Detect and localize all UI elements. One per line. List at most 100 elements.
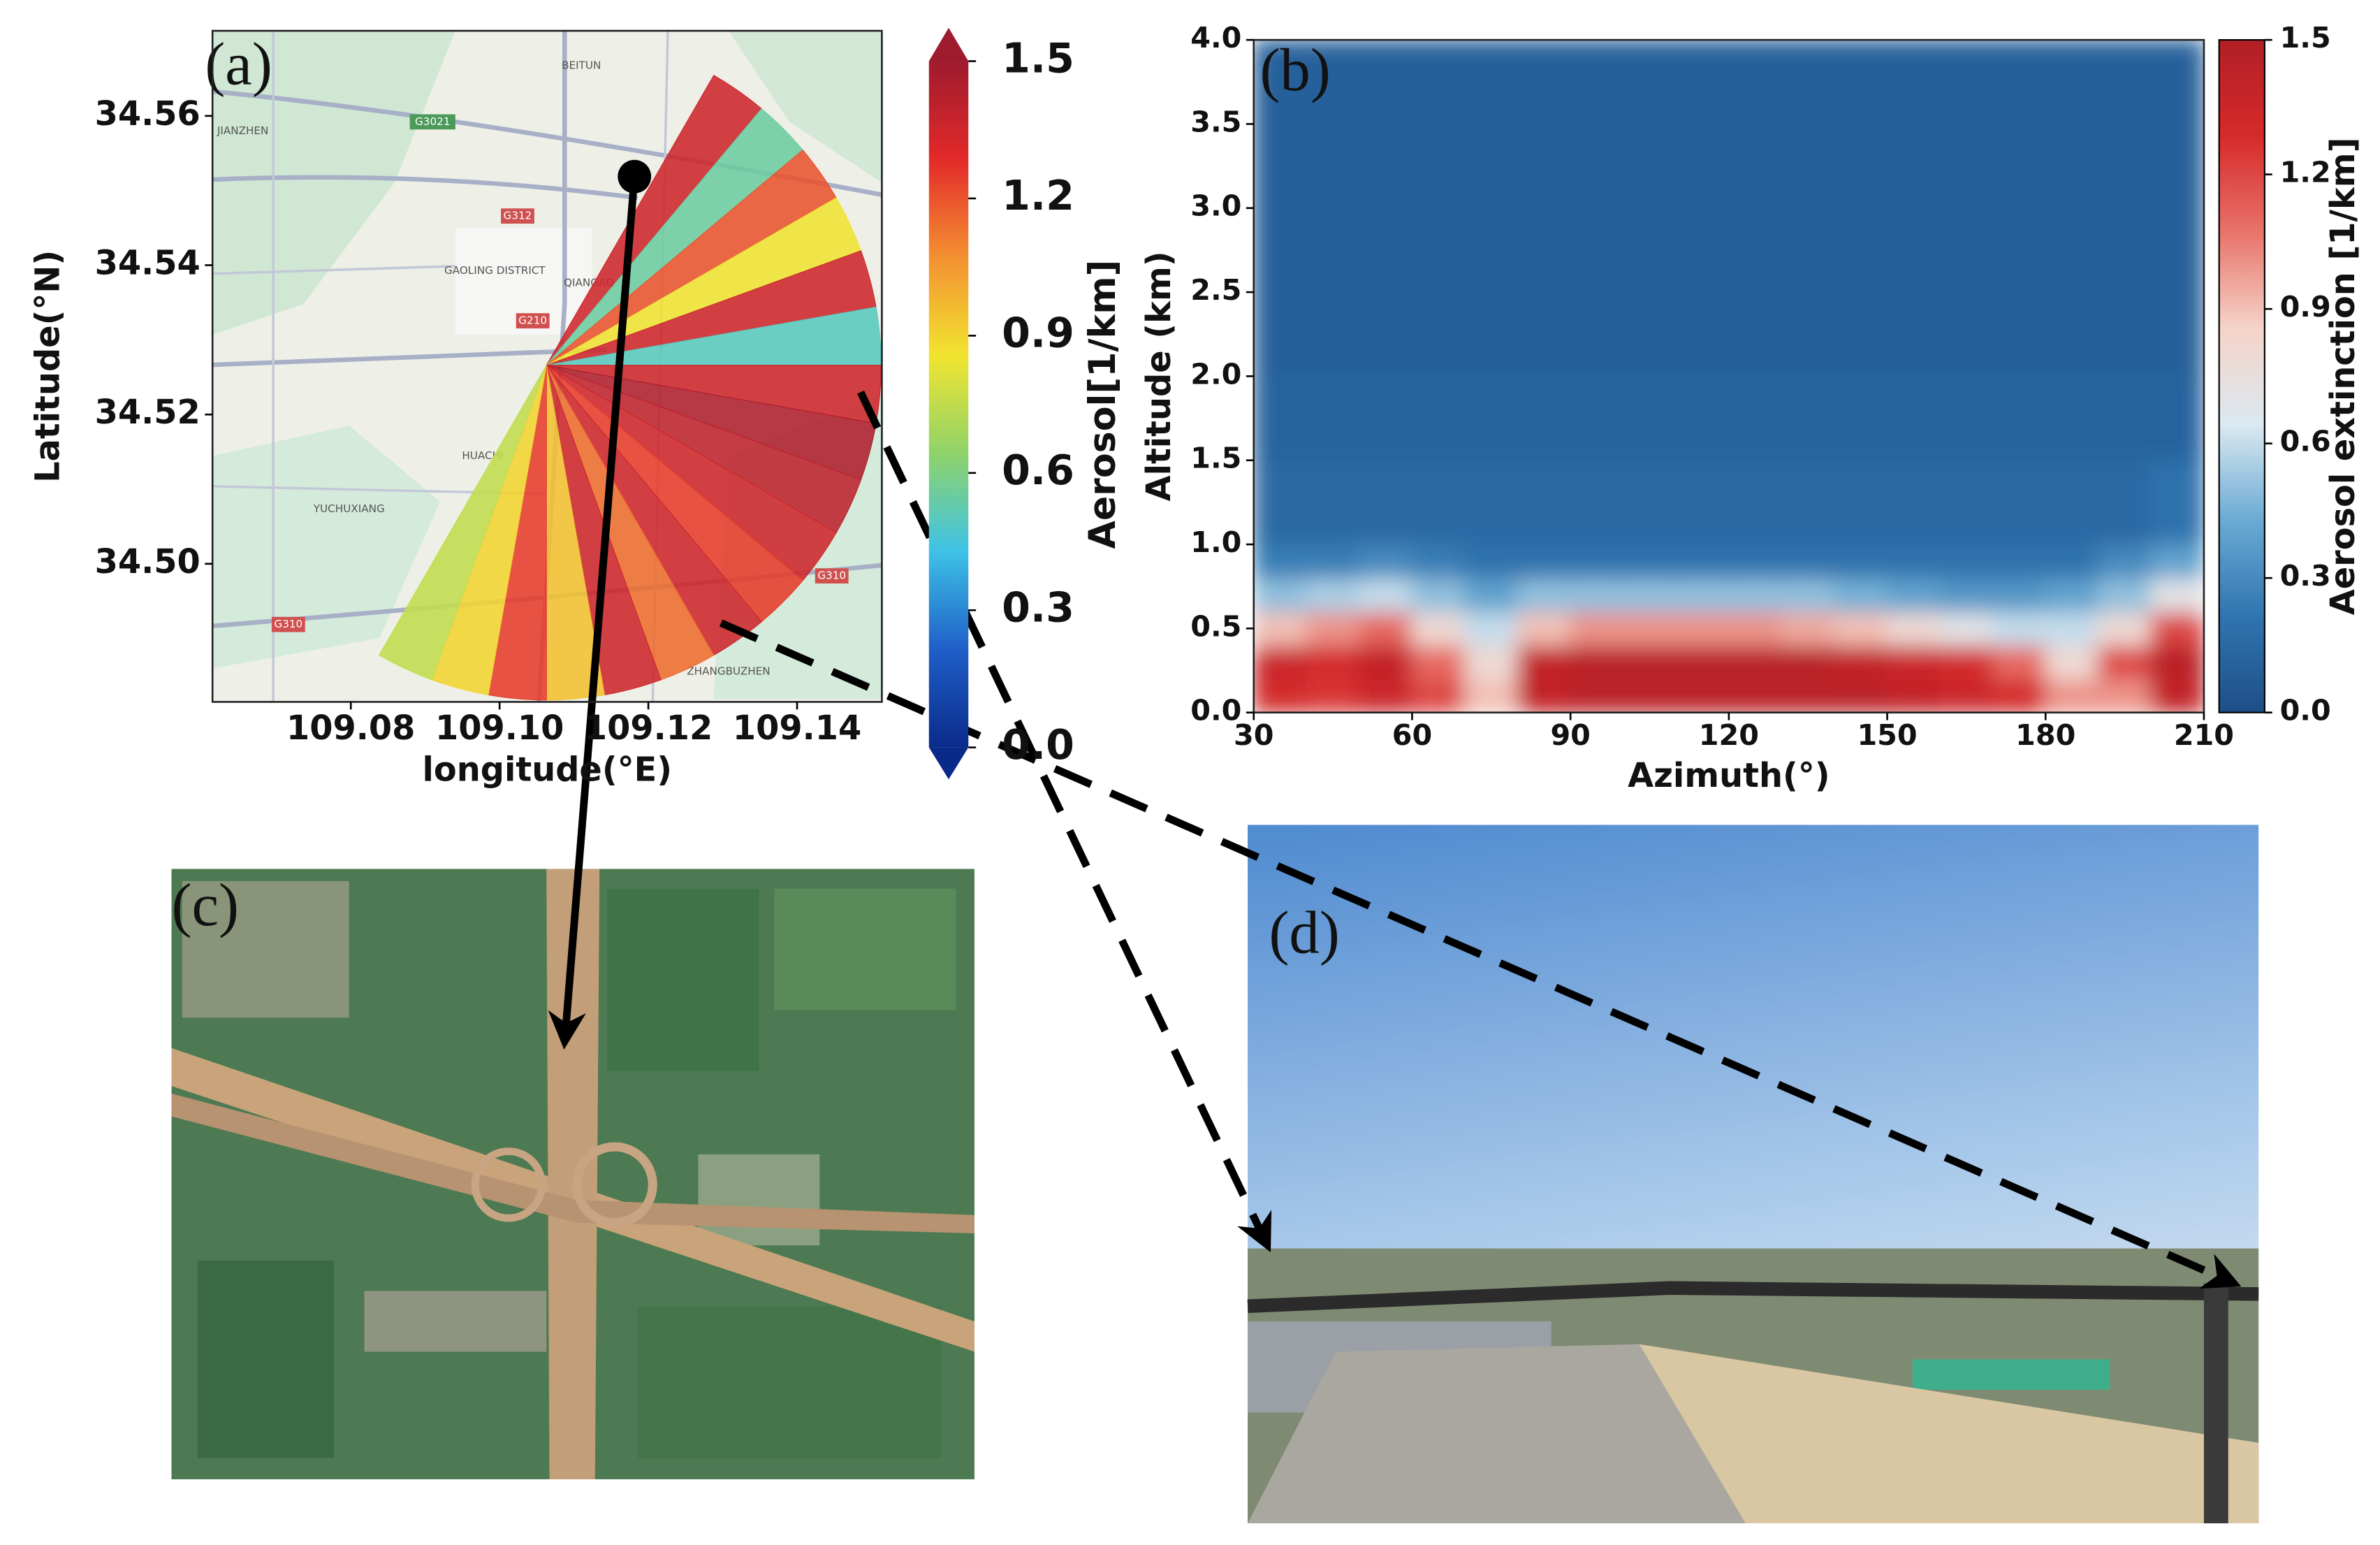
axes-frame <box>211 29 883 703</box>
colorbar-tick-label: 1.5 <box>2280 21 2331 55</box>
heatmap-group <box>1253 40 2204 713</box>
panel-label: (b) <box>1260 36 1330 103</box>
heat-cell <box>1570 644 1624 680</box>
x-tick-label: 90 <box>1550 718 1590 752</box>
heat-cell <box>1622 543 1677 579</box>
heat-cell <box>1992 375 2047 461</box>
heat-cell <box>1992 644 2047 680</box>
colorbar-tick-label: 0.9 <box>1002 309 1074 356</box>
heat-cell <box>1886 611 1941 646</box>
heat-cell <box>1517 543 1572 579</box>
heat-cell <box>1306 577 1360 613</box>
heat-cell <box>1411 291 1466 377</box>
heat-cell <box>1517 577 1572 613</box>
heat-cell <box>2045 459 2099 546</box>
y-tick-label: 3.5 <box>1190 105 1241 138</box>
heat-cell <box>1517 611 1572 646</box>
photo-c <box>171 869 974 1479</box>
heat-cell <box>1833 543 1888 579</box>
heat-cell <box>1253 543 1308 579</box>
heat-cell <box>1253 40 1308 209</box>
heat-cell <box>1463 375 1519 461</box>
heat-cell <box>1833 577 1888 613</box>
heat-cell <box>1253 291 1308 377</box>
x-axis-label: Azimuth(°) <box>1628 757 1830 795</box>
heat-cell <box>1833 207 1888 293</box>
heat-cell <box>2097 375 2152 461</box>
heat-cell <box>1517 459 1572 546</box>
colorbar-extend <box>928 747 969 780</box>
heat-cell <box>1358 611 1413 646</box>
heat-cell <box>1728 577 1783 613</box>
heat-cell <box>1570 459 1624 546</box>
y-tick-label: 2.5 <box>1190 273 1241 307</box>
colorbar-tick-label: 1.5 <box>1002 35 1074 82</box>
colorbar-tick-label: 0.3 <box>2280 559 2331 593</box>
heat-cell <box>1992 543 2047 579</box>
heat-cell <box>1833 375 1888 461</box>
heat-cell <box>2150 459 2204 546</box>
heat-cell <box>1570 543 1624 579</box>
heat-cell <box>1570 611 1624 646</box>
heat-cell <box>1886 644 1941 680</box>
heat-cell <box>1622 40 1677 209</box>
heat-cell <box>1728 291 1783 377</box>
x-tick-label: 150 <box>1857 718 1917 752</box>
heat-cell <box>1622 611 1677 646</box>
heat-cell <box>1306 611 1360 646</box>
heat-cell <box>1622 207 1677 293</box>
heat-cell <box>1675 291 1730 377</box>
heat-cell <box>1358 207 1413 293</box>
colorbar <box>928 61 969 748</box>
heat-cell <box>2150 611 2204 646</box>
heat-cell <box>1728 375 1783 461</box>
heat-cell <box>1728 543 1783 579</box>
heat-cell <box>1675 678 1730 713</box>
heat-cell <box>1358 459 1413 546</box>
heat-cell <box>1358 375 1413 461</box>
heat-cell <box>1675 644 1730 680</box>
heat-cell <box>1886 207 1941 293</box>
heat-cell <box>1781 577 1836 613</box>
heat-cell <box>1939 543 1994 579</box>
heat-cell <box>1411 40 1466 209</box>
y-tick-label: 4.0 <box>1190 21 1241 55</box>
map-label: G210 <box>518 314 547 327</box>
heat-cell <box>1411 375 1466 461</box>
heat-cell <box>1833 611 1888 646</box>
heat-cell <box>2045 543 2099 579</box>
colorbar-tick-label: 0.0 <box>2280 694 2331 727</box>
x-tick-label: 30 <box>1234 718 1273 752</box>
heat-cell <box>1728 207 1783 293</box>
map-label: YUCHUXIANG <box>313 502 385 515</box>
heat-cell <box>1463 577 1519 613</box>
heat-cell <box>2097 207 2152 293</box>
heat-cell <box>1622 459 1677 546</box>
heat-cell <box>1411 678 1466 713</box>
y-tick-label: 34.52 <box>95 393 200 432</box>
heat-cell <box>1781 291 1836 377</box>
heat-cell <box>2150 40 2204 209</box>
y-tick-label: 0.5 <box>1190 609 1241 643</box>
y-tick-label: 0.0 <box>1190 694 1241 727</box>
y-tick-label: 34.54 <box>95 245 200 283</box>
sector <box>378 365 547 681</box>
heat-cell <box>1992 207 2047 293</box>
heat-cell <box>1728 459 1783 546</box>
heat-cell <box>1358 40 1413 209</box>
heat-cell <box>1358 291 1413 377</box>
heat-cell <box>1463 644 1519 680</box>
heat-cell <box>2150 577 2204 613</box>
colorbar-label: Aerosol[1/km] <box>1082 260 1124 549</box>
heat-cell <box>1781 459 1836 546</box>
heat-cell <box>1622 375 1677 461</box>
heat-cell <box>1517 678 1572 713</box>
heat-cell <box>1781 644 1836 680</box>
y-tick-label: 34.56 <box>95 95 200 133</box>
heat-cell <box>1411 543 1466 579</box>
heat-cell <box>1306 375 1360 461</box>
heat-cell <box>1886 459 1941 546</box>
heat-cell <box>1992 459 2047 546</box>
heat-cell <box>1939 375 1994 461</box>
map-label: BEITUN <box>562 59 601 72</box>
